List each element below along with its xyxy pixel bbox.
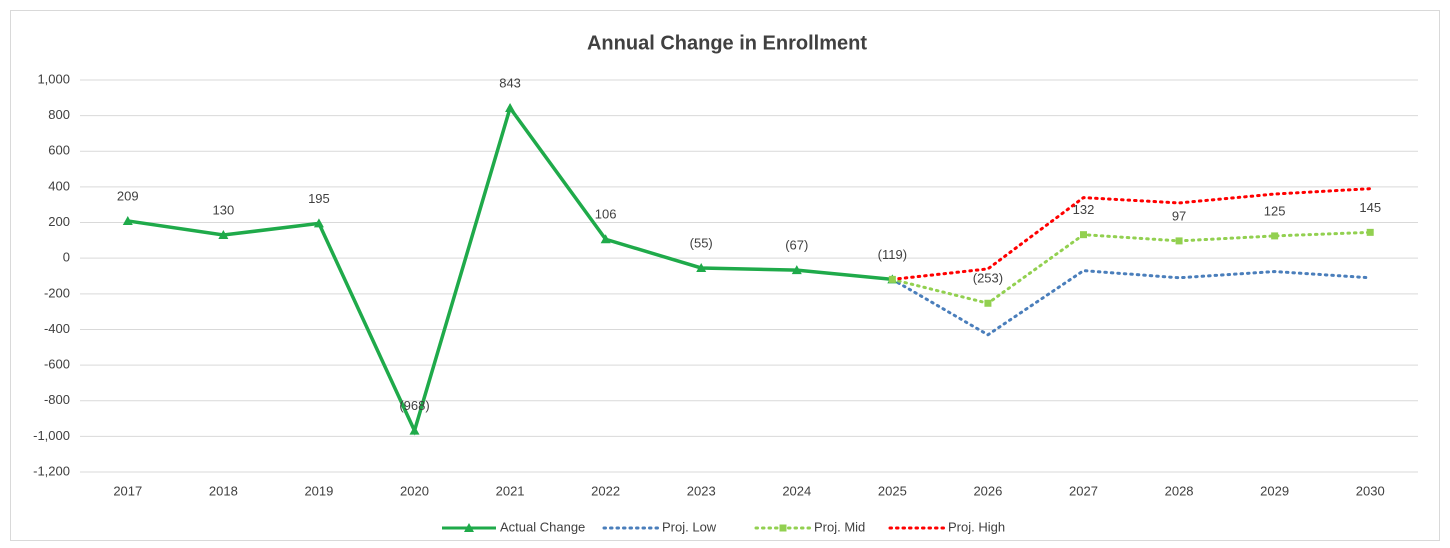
data-label: 97 xyxy=(1172,208,1186,223)
marker xyxy=(1271,232,1279,240)
marker xyxy=(122,215,133,225)
y-tick-label: 400 xyxy=(48,178,70,193)
series-line xyxy=(890,187,1372,281)
chart-border xyxy=(10,10,1440,541)
marker xyxy=(464,523,474,532)
y-tick-label: -1,200 xyxy=(33,463,70,478)
y-tick-label: 1,000 xyxy=(37,71,70,86)
x-tick-label: 2021 xyxy=(496,483,525,498)
data-label: 130 xyxy=(213,202,235,217)
marker xyxy=(1080,231,1087,239)
y-tick-label: -800 xyxy=(44,392,70,407)
data-label: 843 xyxy=(499,75,521,90)
x-tick-label: 2027 xyxy=(1069,483,1098,498)
x-tick-label: 2023 xyxy=(687,483,716,498)
marker xyxy=(1175,237,1183,245)
x-tick-label: 2029 xyxy=(1260,483,1289,498)
data-label: 195 xyxy=(308,191,330,206)
x-tick-label: 2030 xyxy=(1356,483,1385,498)
marker xyxy=(791,265,802,275)
data-label: (253) xyxy=(973,271,1003,286)
marker xyxy=(505,102,516,112)
data-label: 106 xyxy=(595,207,617,222)
marker xyxy=(984,299,992,307)
y-tick-label: -600 xyxy=(44,357,70,372)
legend-label: Proj. Low xyxy=(662,519,717,534)
x-tick-label: 2024 xyxy=(782,483,811,498)
data-label: (67) xyxy=(785,238,808,253)
y-tick-label: -200 xyxy=(44,285,70,300)
marker xyxy=(409,425,420,435)
x-tick-label: 2019 xyxy=(304,483,333,498)
y-tick-label: 200 xyxy=(48,214,70,229)
legend-label: Proj. High xyxy=(948,519,1005,534)
y-tick-label: 0 xyxy=(63,250,70,265)
data-label: 132 xyxy=(1073,202,1095,217)
data-label: 145 xyxy=(1359,200,1381,215)
x-tick-label: 2020 xyxy=(400,483,429,498)
x-tick-label: 2017 xyxy=(113,483,142,498)
marker xyxy=(313,218,324,228)
x-tick-label: 2018 xyxy=(209,483,238,498)
data-label: 125 xyxy=(1264,203,1286,218)
marker xyxy=(218,230,229,240)
x-tick-label: 2022 xyxy=(591,483,620,498)
series-line xyxy=(890,269,1372,337)
marker xyxy=(1366,228,1374,236)
y-tick-label: -400 xyxy=(44,321,70,336)
marker xyxy=(779,524,787,532)
data-label: (968) xyxy=(399,398,429,413)
marker xyxy=(888,275,896,283)
chart-title: Annual Change in Enrollment xyxy=(587,32,867,54)
data-label: 209 xyxy=(117,188,139,203)
x-tick-label: 2028 xyxy=(1165,483,1194,498)
y-tick-label: 800 xyxy=(48,107,70,122)
legend-label: Actual Change xyxy=(500,519,585,534)
y-tick-label: -1,000 xyxy=(33,428,70,443)
x-tick-label: 2025 xyxy=(878,483,907,498)
legend-label: Proj. Mid xyxy=(814,519,865,534)
x-tick-label: 2026 xyxy=(973,483,1002,498)
data-label: (55) xyxy=(690,235,713,250)
data-label: (119) xyxy=(878,247,907,262)
series-line xyxy=(890,230,1372,305)
marker xyxy=(600,234,611,244)
y-tick-label: 600 xyxy=(48,143,70,158)
marker xyxy=(696,262,707,272)
